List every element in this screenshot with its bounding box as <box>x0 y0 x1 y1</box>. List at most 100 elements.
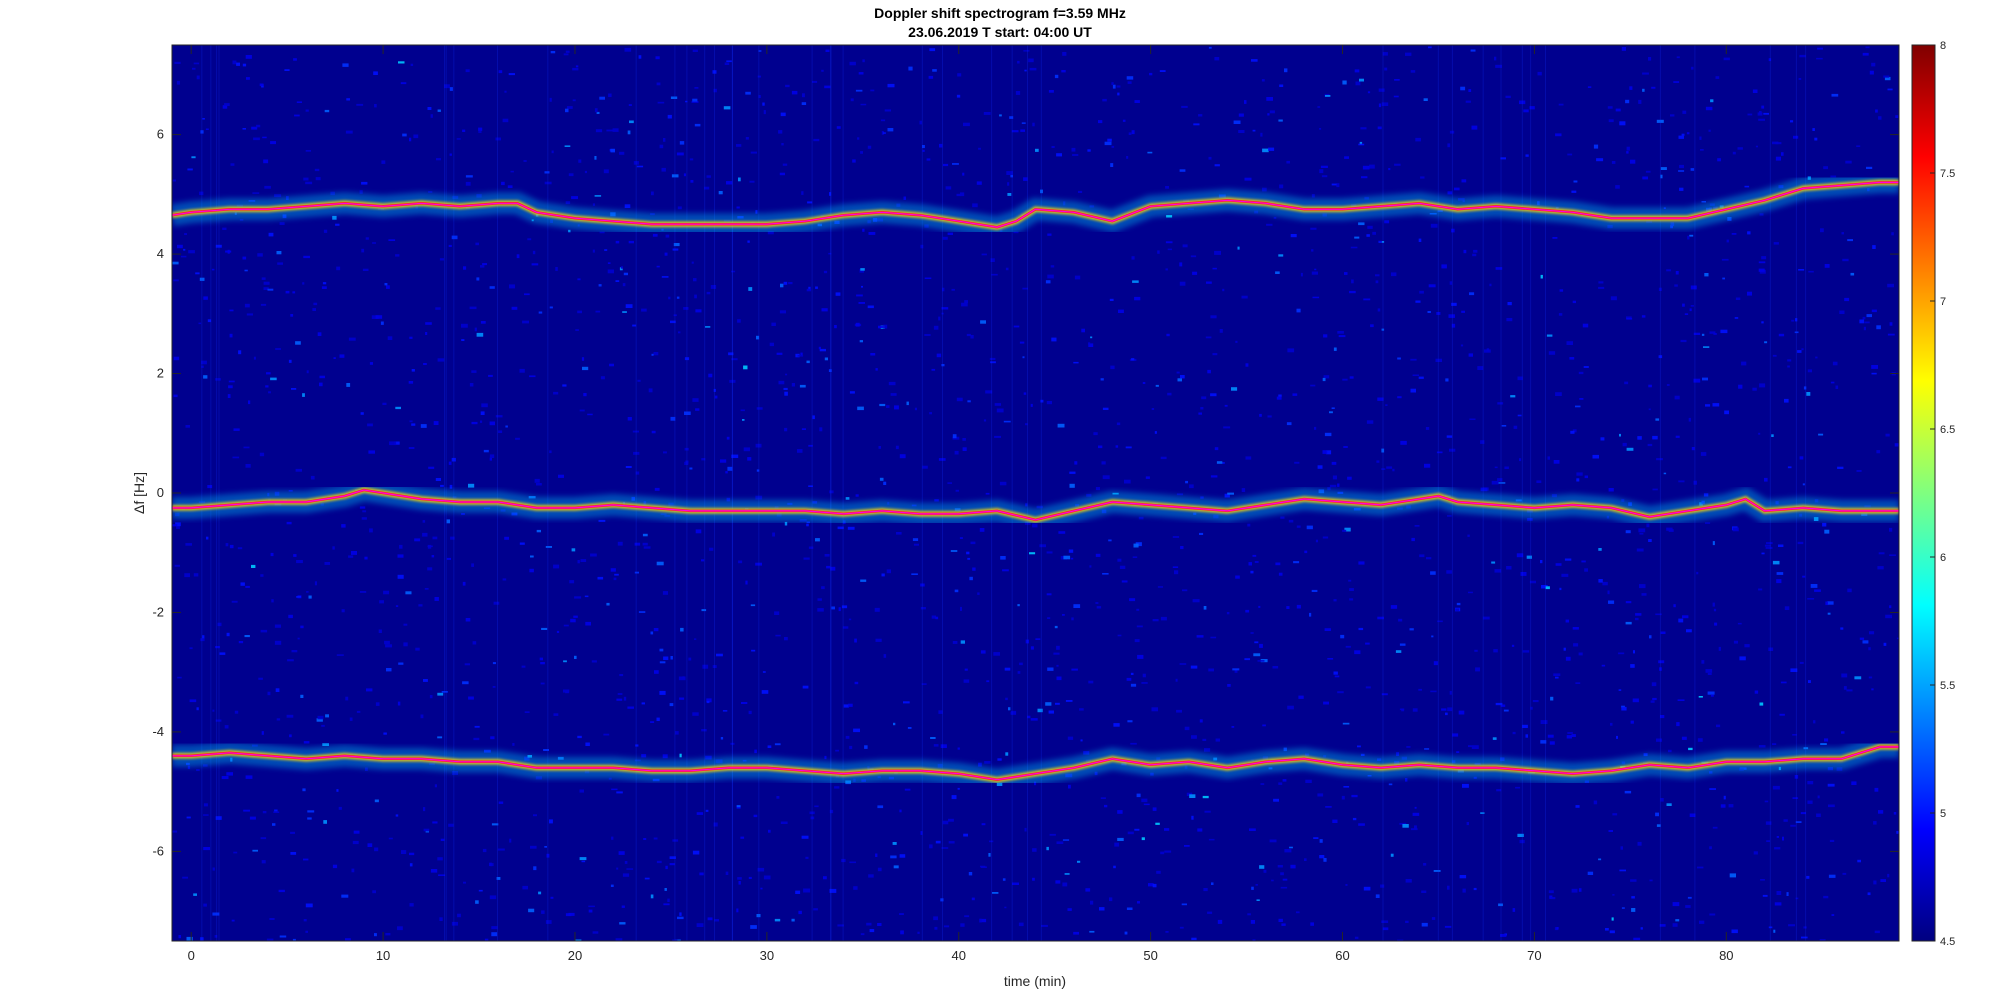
noise-speckle <box>1292 393 1298 396</box>
noise-speckle <box>1029 552 1036 555</box>
noise-speckle <box>623 696 627 701</box>
noise-speckle <box>1433 870 1441 872</box>
noise-speckle <box>791 918 795 922</box>
noise-speckle <box>1601 664 1606 667</box>
noise-speckle <box>429 695 433 699</box>
noise-speckle <box>1323 375 1330 379</box>
noise-speckle <box>984 761 991 764</box>
noise-speckle <box>1722 277 1725 280</box>
noise-speckle <box>1110 365 1115 370</box>
noise-speckle <box>1241 488 1246 492</box>
noise-speckle <box>1327 487 1331 491</box>
noise-speckle <box>1447 885 1450 890</box>
noise-speckle <box>1571 888 1578 893</box>
noise-speckle <box>784 391 788 396</box>
noise-speckle <box>183 248 186 251</box>
noise-speckle <box>1100 378 1104 381</box>
noise-speckle <box>1019 341 1025 344</box>
noise-speckle <box>776 796 780 799</box>
noise-speckle <box>1689 308 1692 312</box>
noise-speckle <box>505 425 508 428</box>
noise-speckle <box>1733 640 1738 644</box>
noise-speckle <box>1017 604 1020 607</box>
noise-speckle <box>1141 682 1148 684</box>
noise-speckle <box>962 447 967 451</box>
noise-speckle <box>803 557 810 560</box>
noise-speckle <box>1747 231 1751 235</box>
noise-speckle <box>1254 641 1259 644</box>
noise-speckle <box>1630 159 1636 164</box>
noise-speckle <box>430 869 438 873</box>
noise-speckle <box>1842 872 1847 875</box>
noise-speckle <box>1682 110 1687 114</box>
noise-speckle <box>669 863 675 866</box>
noise-speckle <box>956 94 961 98</box>
noise-speckle <box>1876 325 1881 330</box>
noise-speckle <box>1254 561 1259 563</box>
noise-speckle <box>1247 523 1251 527</box>
noise-speckle <box>641 308 647 312</box>
noise-speckle <box>1705 669 1713 673</box>
noise-speckle <box>1286 606 1290 609</box>
noise-speckle <box>1827 612 1831 615</box>
noise-speckle <box>812 415 815 420</box>
noise-speckle <box>1758 118 1765 121</box>
noise-speckle <box>1875 109 1878 113</box>
noise-speckle <box>1056 841 1064 844</box>
noise-speckle <box>616 867 619 870</box>
noise-speckle <box>1384 220 1390 224</box>
noise-speckle <box>960 640 965 644</box>
noise-speckle <box>1054 625 1058 629</box>
noise-speckle <box>1823 895 1829 899</box>
noise-speckle <box>1802 483 1805 486</box>
noise-speckle <box>929 48 936 52</box>
noise-speckle <box>1625 621 1632 625</box>
noise-speckle <box>1513 425 1518 429</box>
noise-speckle <box>1755 145 1758 148</box>
noise-speckle <box>409 863 413 867</box>
noise-speckle <box>1871 365 1878 369</box>
noise-speckle <box>1025 639 1029 644</box>
noise-speckle <box>187 765 191 770</box>
noise-speckle <box>1468 353 1473 357</box>
noise-speckle <box>1794 775 1799 779</box>
noise-speckle <box>1868 676 1873 679</box>
noise-speckle <box>1468 745 1472 748</box>
noise-speckle <box>695 408 700 411</box>
noise-speckle <box>1068 784 1071 789</box>
noise-speckle <box>1267 113 1270 116</box>
noise-speckle <box>642 533 648 537</box>
noise-speckle <box>748 287 753 291</box>
noise-speckle <box>1381 693 1388 696</box>
noise-speckle <box>848 703 853 707</box>
noise-speckle <box>1466 822 1469 826</box>
noise-speckle <box>1104 804 1108 808</box>
noise-speckle <box>1675 919 1680 922</box>
noise-speckle <box>1310 384 1316 387</box>
noise-speckle <box>903 196 906 200</box>
noise-speckle <box>1337 331 1344 334</box>
noise-speckle <box>1814 137 1818 141</box>
noise-speckle <box>761 690 769 694</box>
noise-speckle <box>1007 182 1010 186</box>
noise-speckle <box>663 138 666 142</box>
noise-speckle <box>1233 120 1241 124</box>
noise-speckle <box>178 935 181 939</box>
noise-speckle <box>970 541 976 545</box>
noise-speckle <box>1415 300 1421 303</box>
noise-speckle <box>704 186 710 190</box>
noise-speckle <box>892 842 897 845</box>
noise-speckle <box>1658 287 1662 291</box>
noise-speckle <box>1462 888 1466 893</box>
noise-speckle <box>868 232 876 235</box>
noise-speckle <box>999 481 1007 486</box>
noise-speckle <box>205 128 209 130</box>
noise-speckle <box>1296 604 1301 609</box>
noise-speckle <box>1141 798 1148 803</box>
noise-speckle <box>1598 281 1604 284</box>
noise-speckle <box>1180 546 1184 550</box>
noise-speckle <box>193 62 200 65</box>
noise-speckle <box>1385 404 1388 406</box>
noise-speckle <box>196 75 200 80</box>
